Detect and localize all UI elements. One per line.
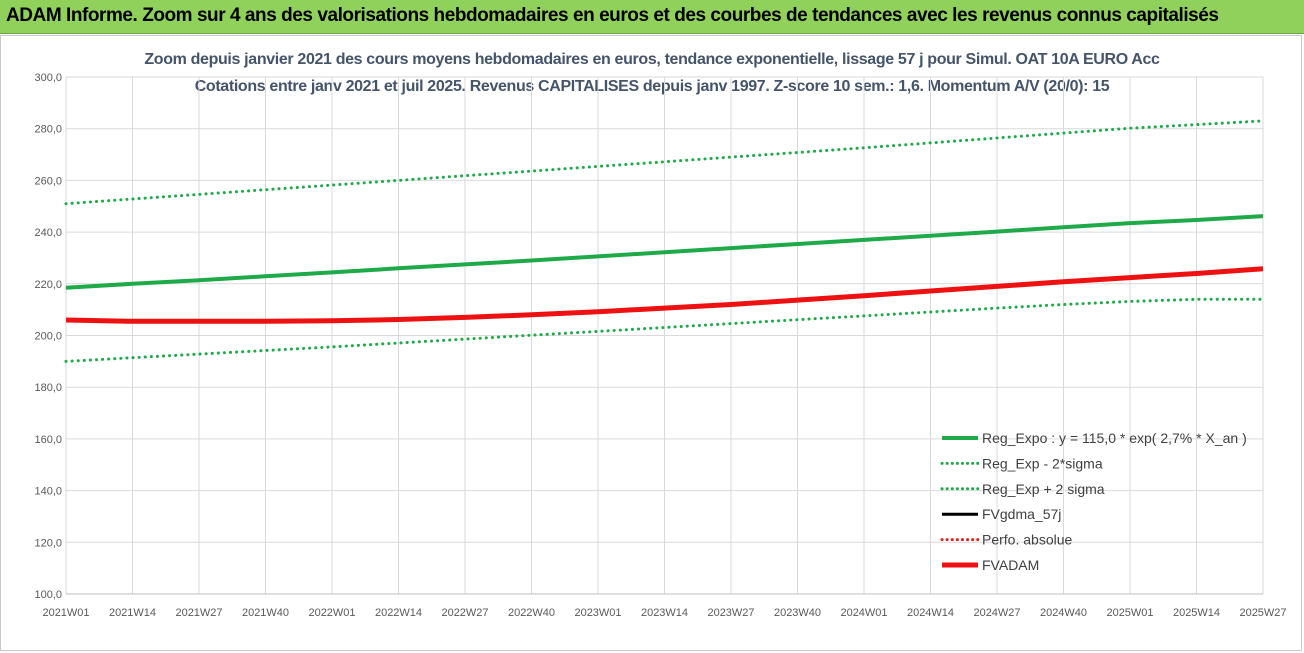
legend: Reg_Expo : y = 115,0 * exp( 2,7% * X_an …: [940, 430, 1247, 573]
report-title: ADAM Informe. Zoom sur 4 ans des valoris…: [6, 5, 1219, 26]
legend-label: FVgdma_57j: [982, 506, 1061, 522]
chart-title: Zoom depuis janvier 2021 des cours moyen…: [144, 51, 1160, 68]
x-tick-label: 2024W01: [840, 607, 887, 619]
chart-area: [0, 35, 1302, 651]
y-tick-label: 160,0: [34, 434, 62, 446]
report-banner: ADAM Informe. Zoom sur 4 ans des valoris…: [0, 0, 1304, 34]
legend-label: Reg_Exp - 2*sigma: [982, 455, 1103, 471]
x-tick-label: 2022W14: [375, 607, 422, 619]
x-tick-label: 2024W14: [907, 607, 954, 619]
series-line-1: [64, 297, 1265, 363]
legend-label: FVADAM: [982, 557, 1039, 573]
series-line-0: [65, 214, 1264, 290]
x-tick-label: 2023W01: [574, 607, 621, 619]
x-tick-label: 2025W27: [1239, 607, 1286, 619]
y-tick-label: 280,0: [34, 124, 62, 136]
x-tick-label: 2021W01: [42, 607, 89, 619]
legend-label: Perfo. absolue: [982, 532, 1072, 548]
gridlines: [65, 76, 1264, 595]
x-tick-label: 2025W01: [1106, 607, 1153, 619]
x-tick-label: 2022W01: [308, 607, 355, 619]
x-tick-label: 2024W27: [973, 607, 1020, 619]
x-tick-label: 2021W27: [175, 607, 222, 619]
series-lines: [64, 119, 1265, 363]
x-tick-label: 2025W14: [1173, 607, 1220, 619]
y-tick-label: 220,0: [34, 279, 62, 291]
y-tick-label: 200,0: [34, 331, 62, 343]
x-tick-label: 2022W40: [508, 607, 555, 619]
y-tick-label: 100,0: [34, 589, 62, 601]
x-tick-label: 2021W14: [109, 607, 156, 619]
legend-label: Reg_Exp + 2 sigma: [982, 481, 1105, 497]
legend-label: Reg_Expo : y = 115,0 * exp( 2,7% * X_an …: [982, 430, 1247, 446]
y-tick-label: 240,0: [34, 227, 62, 239]
y-tick-label: 300,0: [34, 72, 62, 84]
y-tick-label: 180,0: [34, 382, 62, 394]
chart-subtitle: Cotations entre janv 2021 et juil 2025. …: [194, 78, 1110, 95]
y-tick-label: 120,0: [34, 537, 62, 549]
series-line-2: [64, 119, 1265, 206]
axes: 100,0 120,0 140,0 160,0 180,0 200,0 220,0 240,0…: [34, 72, 1286, 619]
x-tick-label: 2022W27: [441, 607, 488, 619]
x-tick-label: 2024W40: [1040, 607, 1087, 619]
y-tick-label: 260,0: [34, 175, 62, 187]
x-tick-label: 2023W14: [641, 607, 688, 619]
x-tick-label: 2021W40: [242, 607, 289, 619]
x-tick-label: 2023W27: [707, 607, 754, 619]
series-line-5: [65, 266, 1264, 324]
y-tick-label: 140,0: [34, 486, 62, 498]
x-tick-label: 2023W40: [774, 607, 821, 619]
